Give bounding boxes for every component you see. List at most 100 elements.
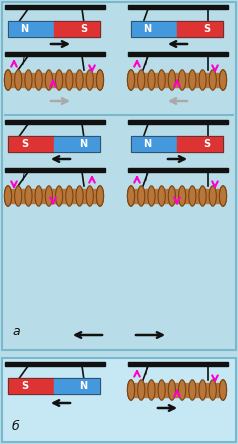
Ellipse shape bbox=[66, 70, 73, 90]
Text: а: а bbox=[12, 325, 20, 338]
Ellipse shape bbox=[55, 186, 63, 206]
Bar bbox=[8, 21, 54, 37]
Ellipse shape bbox=[148, 186, 155, 206]
Ellipse shape bbox=[96, 70, 104, 90]
Ellipse shape bbox=[189, 186, 196, 206]
Ellipse shape bbox=[76, 70, 83, 90]
Text: N: N bbox=[144, 139, 152, 149]
Ellipse shape bbox=[25, 186, 32, 206]
Text: N: N bbox=[79, 139, 88, 149]
Bar bbox=[2, 2, 236, 350]
Ellipse shape bbox=[178, 186, 186, 206]
Ellipse shape bbox=[168, 380, 175, 400]
Bar bbox=[54, 136, 100, 152]
Bar bbox=[5, 120, 105, 124]
Bar bbox=[5, 362, 105, 366]
Ellipse shape bbox=[219, 70, 227, 90]
Ellipse shape bbox=[189, 70, 196, 90]
Ellipse shape bbox=[35, 70, 42, 90]
Ellipse shape bbox=[55, 70, 63, 90]
Ellipse shape bbox=[148, 70, 155, 90]
Bar bbox=[131, 383, 223, 397]
Text: б: б bbox=[12, 420, 20, 433]
Bar bbox=[2, 358, 236, 442]
Ellipse shape bbox=[66, 186, 73, 206]
Text: N: N bbox=[79, 381, 88, 391]
Ellipse shape bbox=[127, 380, 134, 400]
Ellipse shape bbox=[35, 186, 42, 206]
Ellipse shape bbox=[45, 186, 52, 206]
Bar bbox=[177, 136, 223, 152]
Ellipse shape bbox=[86, 186, 93, 206]
Ellipse shape bbox=[5, 186, 12, 206]
Ellipse shape bbox=[127, 186, 134, 206]
Ellipse shape bbox=[219, 70, 227, 90]
Bar bbox=[131, 189, 223, 203]
Ellipse shape bbox=[219, 186, 227, 206]
Ellipse shape bbox=[199, 380, 206, 400]
Bar bbox=[8, 21, 100, 37]
Ellipse shape bbox=[86, 70, 93, 90]
Bar bbox=[131, 136, 223, 152]
Ellipse shape bbox=[199, 186, 206, 206]
Ellipse shape bbox=[96, 186, 104, 206]
Ellipse shape bbox=[5, 70, 12, 90]
Bar bbox=[131, 136, 177, 152]
Text: S: S bbox=[21, 139, 28, 149]
Bar bbox=[54, 21, 100, 37]
Ellipse shape bbox=[127, 186, 134, 206]
Ellipse shape bbox=[199, 70, 206, 90]
Text: S: S bbox=[21, 381, 28, 391]
Ellipse shape bbox=[209, 70, 216, 90]
Text: S: S bbox=[203, 24, 210, 34]
Ellipse shape bbox=[148, 380, 155, 400]
Ellipse shape bbox=[168, 70, 175, 90]
Bar bbox=[128, 52, 228, 56]
Ellipse shape bbox=[96, 70, 104, 90]
Ellipse shape bbox=[168, 186, 175, 206]
Ellipse shape bbox=[5, 186, 12, 206]
Ellipse shape bbox=[178, 70, 186, 90]
Bar bbox=[8, 136, 100, 152]
Ellipse shape bbox=[15, 186, 22, 206]
Bar bbox=[177, 21, 223, 37]
Ellipse shape bbox=[219, 380, 227, 400]
Text: I: I bbox=[145, 57, 148, 67]
Ellipse shape bbox=[209, 380, 216, 400]
Bar bbox=[8, 189, 100, 203]
Bar bbox=[5, 5, 105, 9]
Ellipse shape bbox=[138, 380, 145, 400]
Ellipse shape bbox=[15, 70, 22, 90]
Text: N: N bbox=[20, 24, 29, 34]
Bar bbox=[5, 52, 105, 56]
Bar bbox=[5, 168, 105, 172]
Bar bbox=[2, 358, 236, 442]
Text: S: S bbox=[80, 24, 87, 34]
Ellipse shape bbox=[25, 70, 32, 90]
Bar bbox=[131, 21, 223, 37]
Ellipse shape bbox=[5, 70, 12, 90]
Ellipse shape bbox=[209, 186, 216, 206]
Bar bbox=[128, 168, 228, 172]
Ellipse shape bbox=[138, 70, 145, 90]
Ellipse shape bbox=[127, 380, 134, 400]
Bar bbox=[8, 378, 100, 394]
Text: I: I bbox=[145, 173, 148, 183]
Ellipse shape bbox=[158, 70, 165, 90]
Bar bbox=[8, 136, 54, 152]
Ellipse shape bbox=[158, 380, 165, 400]
Text: I: I bbox=[22, 173, 25, 183]
Ellipse shape bbox=[96, 186, 104, 206]
Ellipse shape bbox=[76, 186, 83, 206]
Bar bbox=[131, 21, 177, 37]
Ellipse shape bbox=[127, 70, 134, 90]
Ellipse shape bbox=[138, 186, 145, 206]
Ellipse shape bbox=[219, 186, 227, 206]
Text: N: N bbox=[144, 24, 152, 34]
Ellipse shape bbox=[219, 380, 227, 400]
Bar bbox=[8, 378, 54, 394]
Bar bbox=[8, 73, 100, 87]
Bar bbox=[128, 120, 228, 124]
Text: I: I bbox=[22, 57, 25, 67]
Ellipse shape bbox=[189, 380, 196, 400]
